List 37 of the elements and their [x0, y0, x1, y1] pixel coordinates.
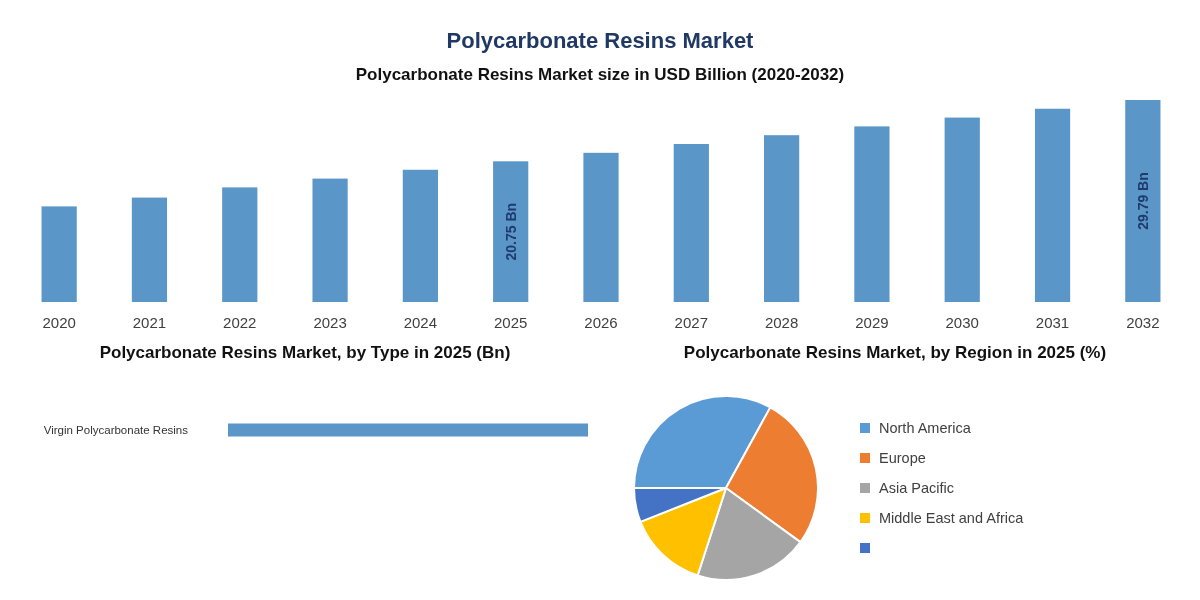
x-tick-label: 2029	[855, 314, 889, 331]
x-tick-label: 2020	[42, 314, 76, 331]
chart-subtitle: Polycarbonate Resins Market size in USD Billion (2020-2032)	[355, 65, 845, 84]
chart-title: Polycarbonate Resins Market, by Region in 2025 (%)	[683, 343, 1107, 362]
x-tick-label: 2027	[674, 314, 708, 331]
x-tick-label: 2028	[764, 314, 799, 331]
bar	[222, 187, 258, 302]
x-tick-label: 2032	[1126, 314, 1160, 331]
bar	[41, 206, 77, 302]
x-tick-label: 2021	[132, 314, 167, 331]
bar	[944, 117, 980, 302]
data-label: 20.75 Bn	[502, 202, 519, 261]
chart-title: Polycarbonate Resins Market	[446, 28, 755, 53]
x-tick-label: 2026	[584, 314, 618, 331]
legend-label: Europe	[879, 450, 926, 467]
chart-title: Polycarbonate Resins Market, by Type in 2025 (Bn)	[99, 343, 511, 362]
bar	[131, 197, 168, 302]
bar	[402, 169, 438, 302]
data-label: 29.79 Bn	[1134, 172, 1151, 230]
legend-label: Asia Pacific	[879, 480, 954, 497]
x-tick-label: 2022	[223, 314, 257, 331]
bar	[854, 126, 890, 302]
legend-label: North America	[879, 420, 972, 437]
y-tick-label: Virgin Polycarbonate Resins	[43, 424, 189, 437]
x-tick-label: 2024	[403, 314, 438, 331]
bar	[583, 152, 619, 302]
bar	[312, 178, 348, 302]
x-tick-label: 2025	[494, 314, 528, 331]
x-tick-label: 2023	[313, 314, 347, 331]
bar	[1034, 108, 1071, 302]
legend-label: Middle East and Africa	[879, 510, 1025, 527]
x-tick-label: 2031	[1035, 314, 1070, 331]
x-tick-label: 2030	[945, 314, 979, 331]
bar	[764, 135, 800, 302]
bar	[493, 161, 529, 302]
bar	[1125, 100, 1161, 302]
bar	[673, 144, 709, 302]
